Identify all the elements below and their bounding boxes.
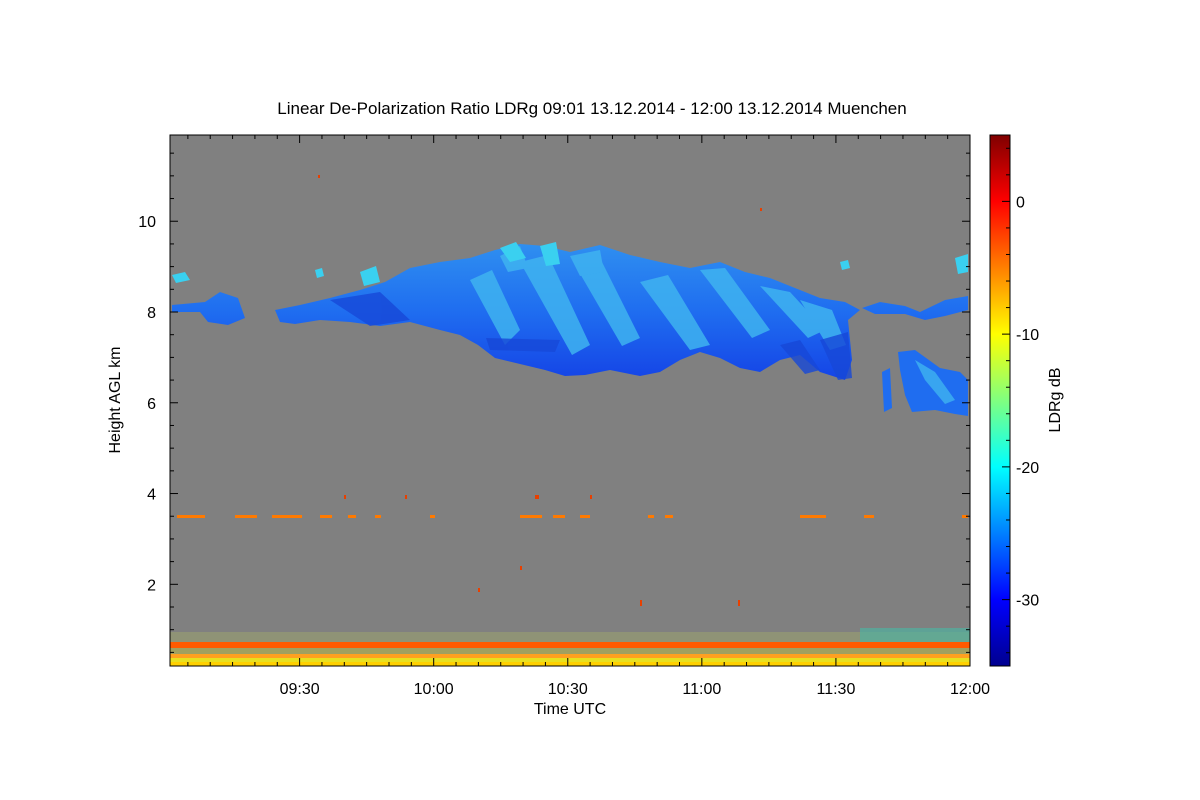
colorbar-tick-label: -30: [1016, 593, 1039, 610]
x-tick-label: 10:30: [548, 681, 588, 698]
x-axis: 09:30 10:00 10:30 11:00 11:30 12:00: [187, 135, 990, 698]
colorbar-tick-label: -20: [1016, 460, 1039, 477]
colorbar-tick-label: 0: [1016, 194, 1025, 211]
boundary-layer: [170, 628, 970, 666]
y-tick-label: 10: [138, 214, 156, 231]
x-tick-label: 10:00: [414, 681, 454, 698]
x-tick-label: 09:30: [280, 681, 320, 698]
y-tick-label: 2: [147, 577, 156, 594]
y-tick-label: 8: [147, 305, 156, 322]
x-tick-label: 11:30: [816, 681, 855, 698]
data-layer: [170, 175, 970, 666]
chart-title: Linear De-Polarization Ratio LDRg 09:01 …: [277, 99, 906, 118]
cirrus-dark-streaks: [330, 292, 852, 380]
plot-frame: [169, 134, 971, 667]
layer-3.5km: [177, 515, 968, 518]
y-axis-label: Height AGL km: [107, 346, 124, 453]
x-axis-label: Time UTC: [534, 701, 606, 718]
cirrus-streaks: [470, 246, 846, 355]
y-tick-label: 4: [147, 487, 156, 504]
colorbar-tick-label: -10: [1016, 327, 1039, 344]
plot-area: [170, 135, 970, 666]
colorbar: [989, 134, 1011, 667]
y-axis: 2 4 6 8 10: [138, 152, 970, 653]
x-tick-label: 12:00: [950, 681, 990, 698]
scattered-points: [318, 175, 762, 606]
upper-cirrus-patches: [172, 242, 968, 286]
lower-streak-highlight: [915, 360, 955, 404]
colorbar-label: LDRg dB: [1047, 368, 1064, 433]
x-tick-label: 11:00: [682, 681, 721, 698]
colorbar-axis: 0 -10 -20 -30: [1002, 147, 1039, 654]
y-tick-label: 6: [147, 396, 156, 413]
